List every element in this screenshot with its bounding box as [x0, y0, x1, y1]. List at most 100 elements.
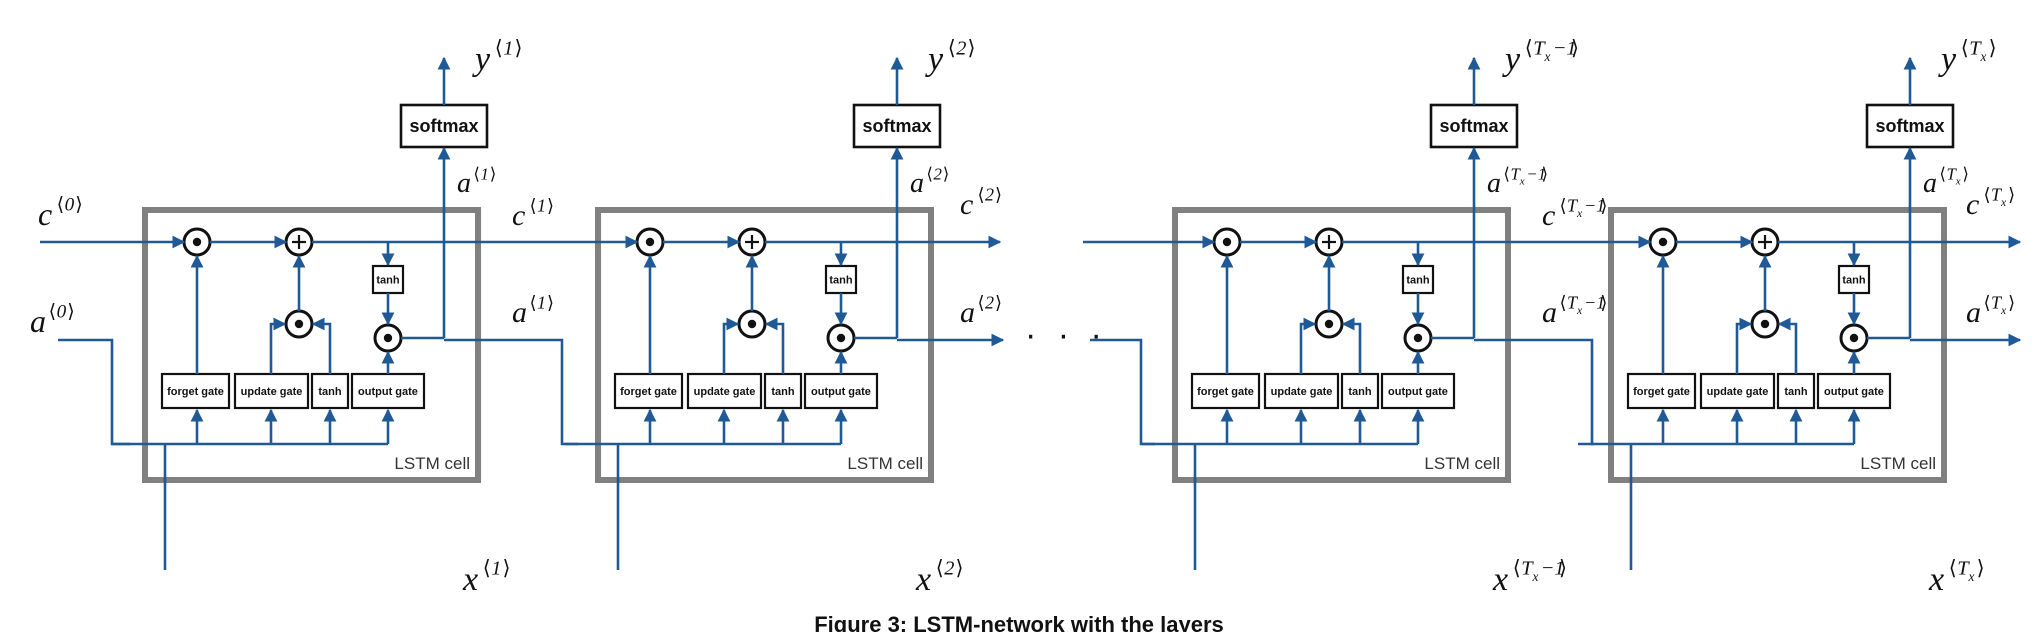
forget-multiply-op — [182, 227, 212, 257]
y-output-label-sup: T — [1969, 38, 1982, 60]
a0-wire — [58, 338, 130, 446]
a-wire-3-4 — [1474, 338, 1594, 446]
tanh-gate-wire — [1777, 317, 1798, 374]
tanh-gate: tanh — [1776, 372, 1816, 410]
a-up-label-base: a — [910, 168, 924, 199]
tanh-gate-label: tanh — [1348, 386, 1372, 398]
update-multiply-op — [737, 309, 767, 339]
forget-multiply-op — [635, 227, 665, 257]
y-output-label-lbracket: ⟨ — [948, 36, 956, 60]
y-output-label-lbracket: ⟨ — [1525, 36, 1533, 60]
update-gate-label: update gate — [1707, 386, 1769, 398]
c0-label-rbracket: ⟩ — [75, 193, 83, 216]
a-label-4-rbracket: ⟩ — [2008, 293, 2015, 314]
y-output-label-base: y — [472, 41, 491, 78]
forget-gate-label: forget gate — [1197, 386, 1254, 398]
c-label-3-rbracket: ⟩ — [1600, 196, 1607, 217]
c-label-1-rbracket: ⟩ — [547, 196, 554, 217]
a-label-1: a ⟨ 1 ⟩ — [512, 293, 554, 330]
tanh-gate: tanh — [310, 372, 350, 410]
a-label-3-lbracket: ⟨ — [1560, 293, 1567, 314]
lstm-cell-4: LSTM cell forget gate update gate tanh outpu… — [1578, 36, 1997, 598]
cell-label: LSTM cell — [847, 454, 923, 473]
y-output-label-rbracket: ⟩ — [967, 36, 975, 60]
c0-label: c ⟨ 0 ⟩ — [38, 193, 83, 232]
output-gate-label: output gate — [358, 386, 418, 398]
tanh-gate-wire — [311, 317, 332, 374]
a-label-3-base: a — [1542, 296, 1557, 329]
update-gate: update gate — [1699, 372, 1776, 410]
c-label-4-base: c — [1966, 188, 1979, 221]
cell-tanh: tanh — [371, 264, 405, 295]
c-label-1-base: c — [512, 199, 525, 232]
softmax-box-label: softmax — [1439, 116, 1508, 136]
x-input-label-lbracket: ⟨ — [1949, 556, 1957, 580]
y-output-label-base: y — [925, 41, 944, 78]
a-up-label-lbracket: ⟨ — [926, 163, 933, 183]
c-label-4-sub: x — [2000, 196, 2007, 209]
a0-label-lbracket: ⟨ — [49, 300, 57, 323]
cell-label: LSTM cell — [1860, 454, 1936, 473]
y-output-label-rbracket: ⟩ — [1989, 36, 1997, 60]
x-input-label-rbracket: ⟩ — [1559, 556, 1567, 580]
update-gate-label: update gate — [694, 386, 756, 398]
y-output-label-lbracket: ⟨ — [1961, 36, 1969, 60]
c-label-2-sup: 2 — [985, 185, 994, 205]
forget-gate: forget gate — [1626, 372, 1697, 410]
y-output-label-sup: 1 — [503, 38, 513, 60]
a-up-label-sub: x — [1955, 175, 1961, 187]
update-gate: update gate — [233, 372, 310, 410]
update-gate-label: update gate — [241, 386, 303, 398]
a0-label-rbracket: ⟩ — [67, 300, 75, 323]
forget-gate: forget gate — [1190, 372, 1261, 410]
a-up-label-sup: T — [1946, 164, 1957, 183]
output-gate: output gate — [1380, 372, 1456, 410]
y-output-label-base: y — [1502, 41, 1521, 78]
x-input-label-base: x — [915, 561, 931, 598]
x-input-label-sup: T — [1521, 558, 1534, 580]
c-label-3-tail: −1 — [1584, 196, 1605, 216]
a-wire-into-3 — [1090, 338, 1155, 446]
cell-border — [142, 207, 481, 483]
update-gate: update gate — [1263, 372, 1340, 410]
forget-gate-label: forget gate — [1633, 386, 1690, 398]
tanh-gate: tanh — [763, 372, 803, 410]
c0-label-sup: 0 — [65, 195, 75, 216]
x-input-label-sub: x — [1531, 569, 1538, 584]
update-multiply-op — [1314, 309, 1344, 339]
c-label-3-sup: T — [1567, 196, 1579, 216]
x-input-label-lbracket: ⟨ — [936, 556, 944, 580]
a-label-1-lbracket: ⟨ — [530, 293, 537, 314]
softmax-box-label: softmax — [1875, 116, 1944, 136]
x-input-label-base: x — [462, 561, 478, 598]
a-up-label-base: a — [457, 168, 471, 199]
a-label-2: a ⟨ 2 ⟩ — [960, 293, 1002, 330]
a-label-1-rbracket: ⟩ — [547, 293, 554, 314]
a-up-label-tail: −1 — [1526, 164, 1546, 183]
cell-tanh-label: tanh — [376, 275, 400, 287]
update-gate-wire — [722, 317, 740, 374]
figure-caption: Figure 3: LSTM-network with the layers — [814, 612, 1224, 632]
a-up-label-lbracket: ⟨ — [1939, 163, 1946, 183]
cell-tanh: tanh — [1401, 264, 1435, 295]
a-up-label-sup: 2 — [933, 164, 942, 183]
a-label-4-base: a — [1966, 296, 1981, 329]
x-input-label: x ⟨ 1 ⟩ — [462, 556, 510, 598]
a-label-3-sup: T — [1567, 293, 1579, 313]
a-label-3-tail: −1 — [1584, 293, 1605, 313]
y-output-label-sup: 2 — [956, 38, 966, 60]
y-output-label-base: y — [1938, 41, 1957, 78]
cell-add-op — [737, 227, 767, 257]
x-input-label-sub: x — [1967, 569, 1974, 584]
output-gate: output gate — [1816, 372, 1892, 410]
y-output-label-rbracket: ⟩ — [514, 36, 522, 60]
c-label-1: c ⟨ 1 ⟩ — [512, 196, 554, 233]
c-label-2: c ⟨ 2 ⟩ — [960, 185, 1002, 222]
a-label-4-sup: T — [1991, 293, 2003, 313]
